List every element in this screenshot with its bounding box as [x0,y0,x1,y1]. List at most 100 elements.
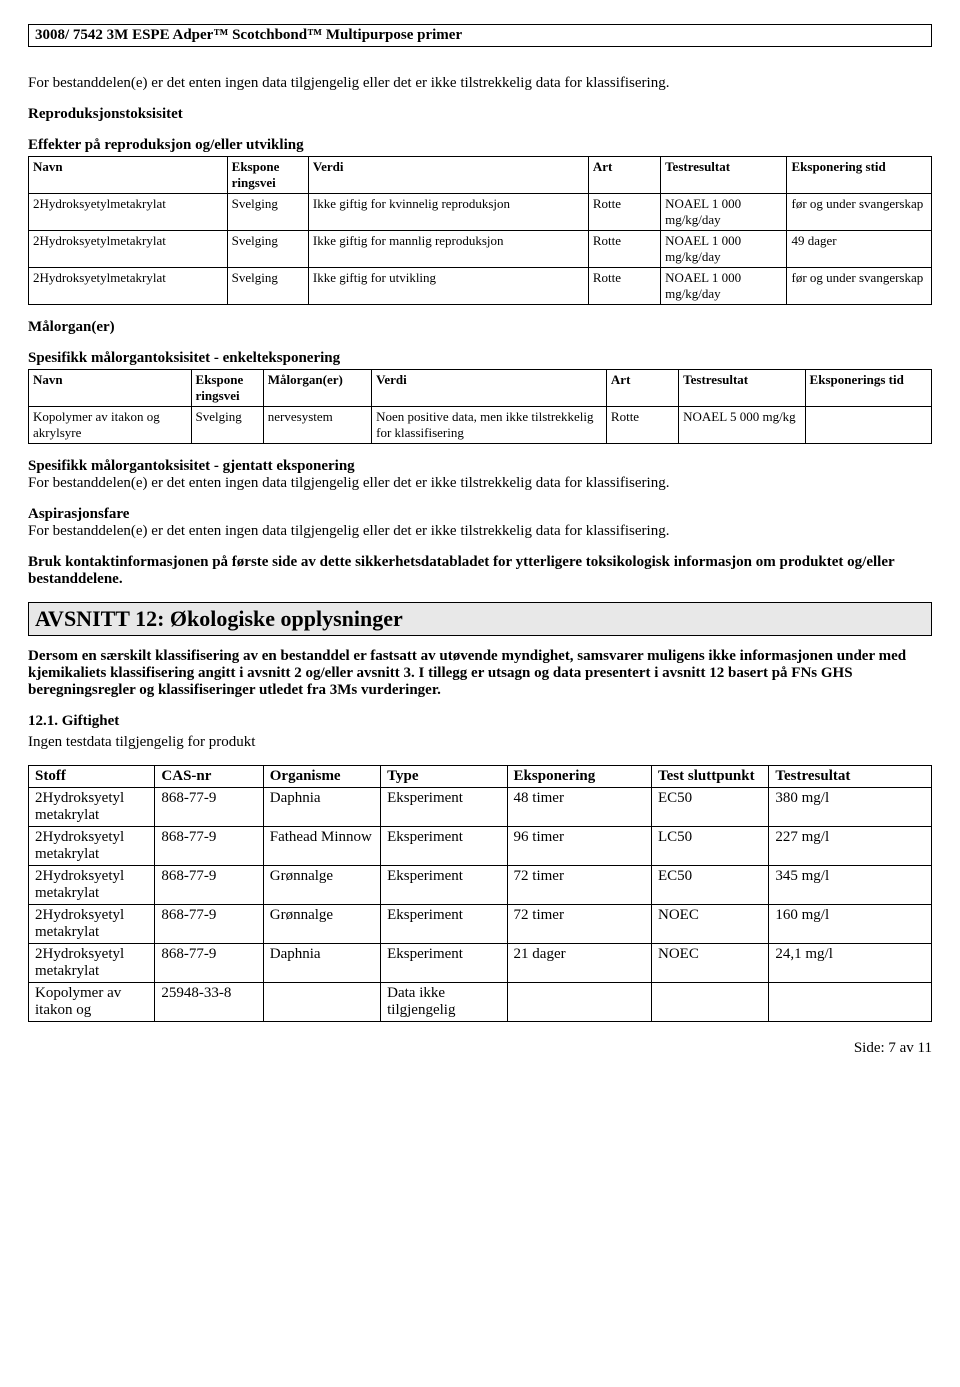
document-title-box: 3008/ 7542 3M ESPE Adper™ Scotchbond™ Mu… [28,24,932,47]
table-cell: Fathead Minnow [263,827,380,866]
table-cell: Eksperiment [381,944,507,983]
table-row: 2HydroksyetylmetakrylatSvelgingIkke gift… [29,194,932,231]
col-navn: Navn [29,370,192,407]
table-cell: Eksperiment [381,905,507,944]
table-cell: Svelging [191,407,263,444]
col-art: Art [588,157,660,194]
table-cell: Svelging [227,194,308,231]
table-row: 2Hydroksyetyl metakrylat868-77-9DaphniaE… [29,944,932,983]
col-eksponering: Eksponering [507,766,651,788]
table-cell: Noen positive data, men ikke tilstrekkel… [372,407,607,444]
table-cell: før og under svangerskap [787,194,932,231]
col-verdi: Verdi [308,157,588,194]
table-cell: Rotte [588,268,660,305]
col-test: Test sluttpunkt [652,766,769,788]
table-cell: 868-77-9 [155,905,263,944]
table-cell: 2Hydroksyetyl metakrylat [29,905,155,944]
table-cell: 227 mg/l [769,827,932,866]
table-cell: 2Hydroksyetylmetakrylat [29,268,228,305]
table-cell [769,983,932,1022]
table-cell: 2Hydroksyetyl metakrylat [29,944,155,983]
aspirasjon-line: For bestanddelen(e) er det enten ingen d… [28,523,932,540]
repeat-exposure-line: For bestanddelen(e) er det enten ingen d… [28,475,932,492]
table-cell: Rotte [588,194,660,231]
table-cell: 25948-33-8 [155,983,263,1022]
table-row: 2Hydroksyetyl metakrylat868-77-9Grønnalg… [29,866,932,905]
table-cell [507,983,651,1022]
table-cell: NOAEL 1 000 mg/kg/day [661,268,787,305]
single-exposure-table: Navn Ekspone ringsvei Målorgan(er) Verdi… [28,369,932,444]
col-verdi: Verdi [372,370,607,407]
table-cell: Ikke giftig for kvinnelig reproduksjon [308,194,588,231]
table-cell: 160 mg/l [769,905,932,944]
malorgan-title: Målorgan(er) [28,319,932,336]
repro-subtitle: Effekter på reproduksjon og/eller utvikl… [28,137,932,154]
table-cell: 345 mg/l [769,866,932,905]
table-cell: Rotte [588,231,660,268]
col-eksponering: Eksponerings tid [805,370,931,407]
repro-title: Reproduksjonstoksisitet [28,106,932,123]
table-cell: 49 dager [787,231,932,268]
table-cell: nervesystem [263,407,371,444]
intro-no-data: For bestanddelen(e) er det enten ingen d… [28,75,932,92]
table-cell: Data ikke tilgjengelig [381,983,507,1022]
table-header-row: Stoff CAS-nr Organisme Type Eksponering … [29,766,932,788]
table-cell: EC50 [652,866,769,905]
table-cell: 2Hydroksyetyl metakrylat [29,788,155,827]
col-ekspone: Ekspone ringsvei [227,157,308,194]
avsnitt12-intro: Dersom en særskilt klassifisering av en … [28,648,932,699]
table-row: 2HydroksyetylmetakrylatSvelgingIkke gift… [29,231,932,268]
col-ekspone: Ekspone ringsvei [191,370,263,407]
table-cell: 868-77-9 [155,944,263,983]
table-cell [263,983,380,1022]
table-cell: 2Hydroksyetylmetakrylat [29,194,228,231]
table-cell: Svelging [227,268,308,305]
col-testresultat: Testresultat [769,766,932,788]
avsnitt12-sub1-title: 12.1. Giftighet [28,713,932,730]
table-cell: Svelging [227,231,308,268]
table-cell: 21 dager [507,944,651,983]
table-cell [652,983,769,1022]
table-cell: Daphnia [263,944,380,983]
table-header-row: Navn Ekspone ringsvei Verdi Art Testresu… [29,157,932,194]
table-cell: NOEC [652,905,769,944]
table-cell: Grønnalge [263,905,380,944]
col-testresultat: Testresultat [679,370,805,407]
table-cell: 868-77-9 [155,827,263,866]
table-cell: Daphnia [263,788,380,827]
aspirasjon-title: Aspirasjonsfare [28,506,932,523]
table-cell: 2Hydroksyetylmetakrylat [29,231,228,268]
table-cell: Eksperiment [381,827,507,866]
col-art: Art [606,370,678,407]
table-cell: NOAEL 1 000 mg/kg/day [661,194,787,231]
table-cell: Kopolymer av itakon og [29,983,155,1022]
avsnitt12-sub1-line: Ingen testdata tilgjengelig for produkt [28,734,932,751]
col-navn: Navn [29,157,228,194]
table-cell: NOEC [652,944,769,983]
table-row: Kopolymer av itakon og akrylsyreSvelging… [29,407,932,444]
table-cell: 868-77-9 [155,866,263,905]
table-cell: LC50 [652,827,769,866]
avsnitt-12-header: AVSNITT 12: Økologiske opplysninger [28,602,932,636]
contact-info-line: Bruk kontaktinformasjonen på første side… [28,554,932,588]
table-cell: 48 timer [507,788,651,827]
table-cell: 2Hydroksyetyl metakrylat [29,866,155,905]
col-testresultat: Testresultat [661,157,787,194]
table-cell: 96 timer [507,827,651,866]
table-cell: før og under svangerskap [787,268,932,305]
table-cell: Kopolymer av itakon og akrylsyre [29,407,192,444]
document-title: 3008/ 7542 3M ESPE Adper™ Scotchbond™ Mu… [35,27,462,43]
table-row: 2Hydroksyetyl metakrylat868-77-9Fathead … [29,827,932,866]
col-eksponering: Eksponering stid [787,157,932,194]
table-row: Kopolymer av itakon og25948-33-8 Data ikk… [29,983,932,1022]
table-row: 2Hydroksyetyl metakrylat868-77-9Grønnalg… [29,905,932,944]
repro-table: Navn Ekspone ringsvei Verdi Art Testresu… [28,156,932,305]
col-organisme: Organisme [263,766,380,788]
table-row: 2Hydroksyetyl metakrylat868-77-9DaphniaE… [29,788,932,827]
col-cas: CAS-nr [155,766,263,788]
table-cell: Ikke giftig for utvikling [308,268,588,305]
table-cell: 868-77-9 [155,788,263,827]
repeat-exposure-title: Spesifikk målorgantoksisitet - gjentatt … [28,458,932,475]
table-cell: 72 timer [507,866,651,905]
table-cell: Eksperiment [381,866,507,905]
